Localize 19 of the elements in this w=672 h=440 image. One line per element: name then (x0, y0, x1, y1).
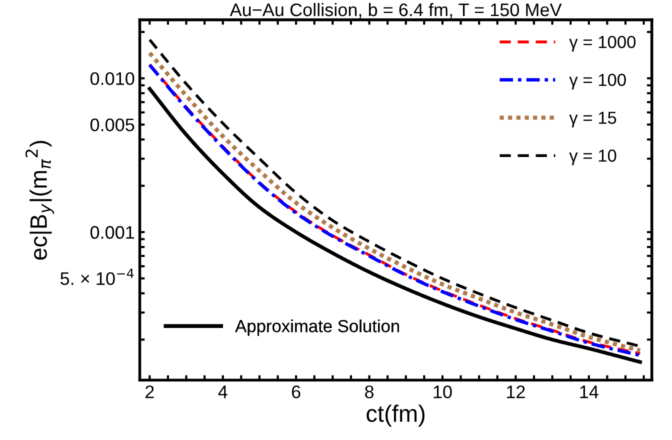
x-tick-label: 8 (365, 386, 374, 398)
x-tick-label: 6 (292, 386, 300, 398)
x-axis-title: ct(fm) (366, 404, 425, 427)
x-tick-label: 10 (434, 386, 452, 398)
y-tick-label: 0.010 (90, 72, 134, 86)
y-tick-label: 0.001 (90, 226, 134, 239)
x-tick-label: 12 (507, 386, 525, 398)
y-tick-label: 0.005 (90, 118, 134, 132)
legend-label: γ = 100 (569, 74, 626, 90)
legend-label: Approximate Solution (235, 320, 399, 336)
y-axis-title: ec|B$_{y}$|(m$_{π}$$^{2}$) (25, 140, 54, 260)
x-tick-label: 2 (146, 386, 154, 398)
x-tick-label: 14 (580, 386, 598, 398)
y-tick-label: 5. × 10$^{−4}$ (60, 268, 134, 285)
chart-title: Au−Au Collision, b = 6.4 fm, T = 150 MeV (230, 2, 562, 18)
x-tick-label: 4 (218, 386, 228, 398)
legend-label: γ = 10 (569, 150, 616, 166)
legend-label: γ = 1000 (569, 36, 636, 52)
legend-label: γ = 15 (569, 112, 616, 128)
